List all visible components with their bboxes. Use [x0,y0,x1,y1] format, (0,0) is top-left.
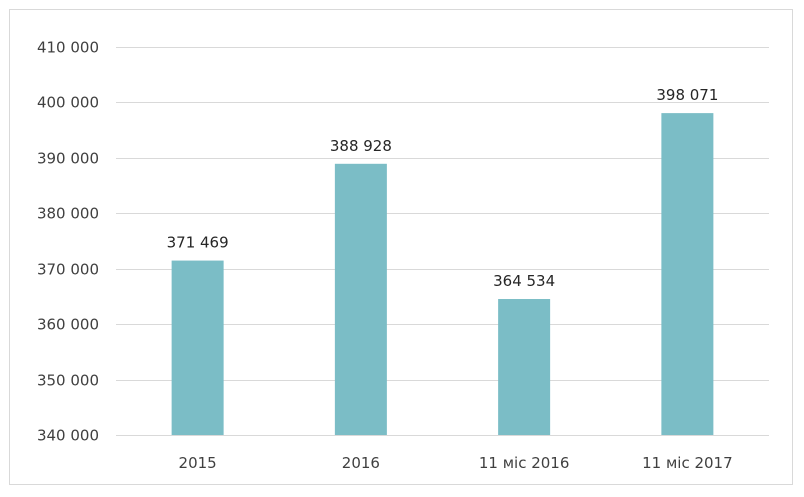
bar [171,260,224,435]
bar [334,163,387,436]
y-tick-label: 370 000 [37,261,99,279]
data-label: 388 928 [330,137,392,155]
x-tick-label: 11 міс 2017 [642,454,733,472]
data-label: 371 469 [167,234,229,252]
data-label: 398 071 [656,86,718,104]
x-tick-label: 11 міс 2016 [479,454,570,472]
bar [661,113,714,436]
y-tick-label: 390 000 [37,150,99,168]
data-label: 364 534 [493,272,555,290]
y-tick-label: 350 000 [37,372,99,390]
y-tick-label: 340 000 [37,427,99,445]
y-axis-labels: 340 000 350 000 360 000 370 000 380 000 390 0… [37,39,99,445]
y-tick-label: 360 000 [37,316,99,334]
y-tick-label: 380 000 [37,205,99,223]
gridlines [116,47,769,436]
x-tick-label: 2015 [179,454,217,472]
data-labels: 371 469 388 928 364 534 398 071 [167,86,719,290]
x-axis-labels: 2015 2016 11 міс 2016 11 міс 2017 [179,454,733,472]
bar [498,299,551,435]
x-tick-label: 2016 [342,454,380,472]
bars [171,113,714,436]
y-tick-label: 400 000 [37,94,99,112]
y-tick-label: 410 000 [37,39,99,57]
